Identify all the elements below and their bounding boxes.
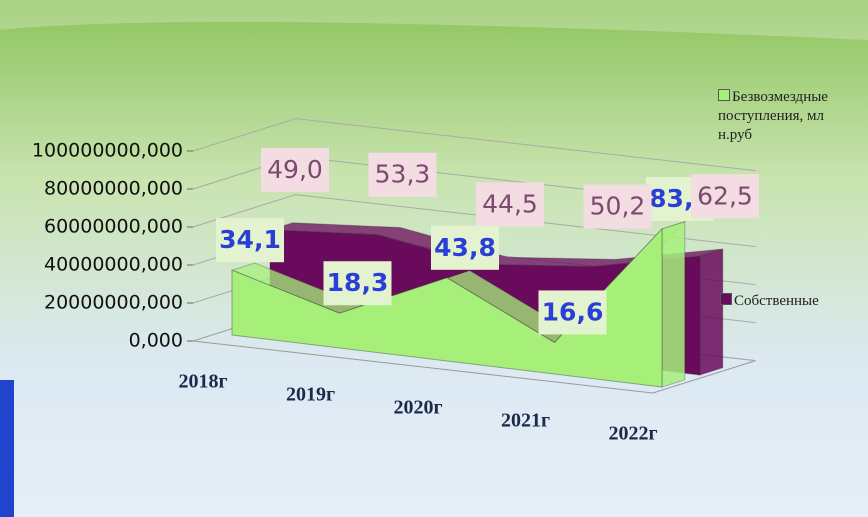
- data-label: 34,1: [219, 225, 281, 254]
- x-tick-label: 2022г: [608, 423, 657, 445]
- data-label-box: [368, 152, 437, 197]
- x-tick-label: 2019г: [286, 384, 335, 406]
- legend-swatch: [720, 293, 732, 305]
- data-label-box: [476, 182, 544, 227]
- panel-shine: [0, 0, 868, 40]
- data-label: 62,5: [697, 181, 753, 210]
- y-tick-label: 0,000: [129, 330, 183, 352]
- data-label-box: [323, 261, 392, 306]
- y-tick-label: 20000000,000: [44, 292, 183, 314]
- grid-line: [192, 194, 756, 248]
- legend-entry: Безвозмездные поступления, млн.руб: [718, 88, 828, 145]
- area-side: [661, 221, 686, 388]
- area: [231, 227, 663, 388]
- legend-entry: Собственные: [720, 292, 819, 311]
- area-side: [699, 248, 724, 376]
- data-label: 53,3: [375, 160, 431, 189]
- y-tick-label: 60000000,000: [44, 216, 183, 238]
- data-label-box: [431, 225, 499, 270]
- y-tick-label: 40000000,000: [44, 254, 183, 276]
- y-tick-label: 100000000,000: [32, 140, 183, 162]
- legend-swatch: [718, 89, 730, 101]
- data-label: 43,8: [434, 233, 496, 262]
- data-label-box: [216, 218, 284, 263]
- side-decoration: [0, 380, 14, 517]
- x-tick-label: 2018г: [178, 371, 227, 393]
- legend-label: Безвозмездные поступления, млн.руб: [718, 89, 828, 143]
- grid-line: [192, 118, 756, 172]
- x-tick-label: 2020г: [393, 397, 442, 419]
- x-tick-label: 2021г: [501, 410, 550, 432]
- data-label: 18,3: [327, 268, 389, 297]
- data-label-box: [261, 147, 329, 192]
- data-label: 16,6: [542, 297, 604, 326]
- data-label-box: [691, 174, 759, 219]
- data-label: 44,5: [482, 189, 538, 218]
- data-label: 50,2: [590, 192, 646, 221]
- data-label-box: [538, 290, 607, 335]
- y-tick-label: 80000000,000: [44, 178, 183, 200]
- data-label-box: [583, 184, 652, 229]
- legend-label: Собственные: [734, 293, 819, 309]
- data-label: 49,0: [267, 155, 323, 184]
